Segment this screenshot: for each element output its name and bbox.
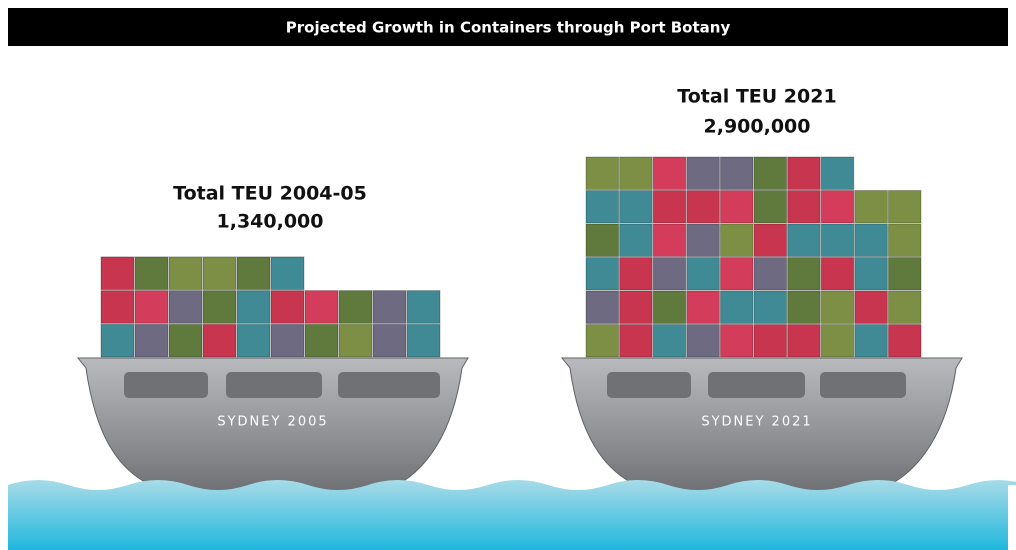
container [888,224,921,257]
container [720,157,753,190]
container [620,157,653,190]
container [620,224,653,257]
container [271,291,304,324]
hull-window [226,372,322,398]
container [821,191,854,224]
container [339,291,372,324]
container [754,291,787,324]
container [305,291,338,324]
ship-name: SYDNEY 2005 [217,415,328,430]
container [620,258,653,291]
hull-window [338,372,440,398]
container [339,324,372,357]
container [653,191,686,224]
hull-window [820,372,906,398]
container [653,325,686,358]
container [135,291,168,324]
container [855,224,888,257]
container [620,291,653,324]
container [754,224,787,257]
container [101,257,134,290]
container [373,324,406,357]
container [586,157,619,190]
container [653,291,686,324]
container [720,191,753,224]
container [305,324,338,357]
hull-window [607,372,691,398]
container [169,291,202,324]
container [754,191,787,224]
container [821,258,854,291]
container [169,257,202,290]
container [687,325,720,358]
container [821,325,854,358]
container [237,291,270,324]
container [373,291,406,324]
container [620,191,653,224]
container [788,325,821,358]
container [754,325,787,358]
ship-heading: Total TEU 2021 [677,86,836,108]
container [101,291,134,324]
container [586,191,619,224]
container [687,224,720,257]
container [687,157,720,190]
container [754,157,787,190]
container [586,224,619,257]
container [653,258,686,291]
title: Projected Growth in Containers through P… [286,19,731,37]
container [855,191,888,224]
container [237,257,270,290]
container [653,224,686,257]
container [821,291,854,324]
container [788,291,821,324]
container [620,325,653,358]
container [203,257,236,290]
container [888,291,921,324]
container [754,258,787,291]
container [855,325,888,358]
container [237,324,270,357]
container [720,325,753,358]
container [586,258,619,291]
ship-total: 2,900,000 [704,116,811,138]
ship-name: SYDNEY 2021 [701,415,812,430]
container [821,224,854,257]
container [788,258,821,291]
container [720,224,753,257]
container [271,324,304,357]
container [821,157,854,190]
container [586,325,619,358]
container [203,291,236,324]
container [407,291,440,324]
container [855,291,888,324]
container [407,324,440,357]
container [687,291,720,324]
hull-window [124,372,208,398]
container [788,157,821,190]
container [888,325,921,358]
container [788,224,821,257]
container [271,257,304,290]
container [720,291,753,324]
container [586,291,619,324]
container [888,258,921,291]
container [687,191,720,224]
container [687,258,720,291]
container [720,258,753,291]
container [135,324,168,357]
ship-heading: Total TEU 2004-05 [173,183,367,205]
container [855,258,888,291]
container [135,257,168,290]
container [888,191,921,224]
container [788,191,821,224]
infographic: Projected Growth in Containers through P… [0,0,1016,550]
container [653,157,686,190]
container [203,324,236,357]
hull-window [708,372,805,398]
water [8,480,1016,550]
container [101,324,134,357]
ship-total: 1,340,000 [217,211,324,233]
container [169,324,202,357]
